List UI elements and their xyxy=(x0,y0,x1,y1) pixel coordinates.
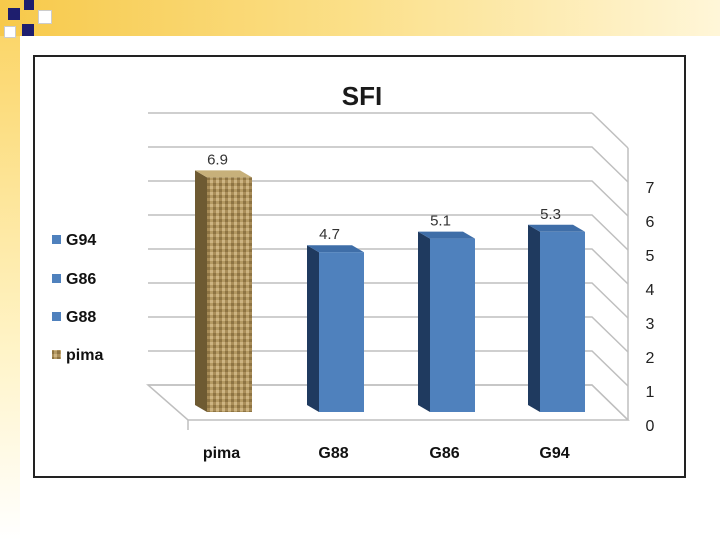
y-tick-label: 4 xyxy=(646,282,655,299)
y-tick-label: 0 xyxy=(646,418,655,435)
bar-top xyxy=(418,231,475,239)
bar-top xyxy=(528,224,585,232)
decoration-square xyxy=(24,0,34,10)
gridline xyxy=(148,248,629,285)
gridline xyxy=(148,282,629,319)
x-tick-label: G88 xyxy=(318,445,348,462)
data-label: 4.7 xyxy=(319,226,340,243)
gridline xyxy=(148,214,629,251)
legend-swatch xyxy=(52,274,61,283)
bar-top xyxy=(307,245,364,253)
decoration-square xyxy=(4,26,16,38)
bar-side xyxy=(528,224,540,412)
legend-label: pima xyxy=(66,347,103,364)
y-tick-label: 2 xyxy=(646,350,655,367)
legend-label: G88 xyxy=(66,309,96,326)
legend-swatch xyxy=(52,312,61,321)
y-tick-label: 3 xyxy=(646,316,655,333)
data-label: 6.9 xyxy=(207,151,228,168)
bar-side xyxy=(195,170,207,412)
decoration-square xyxy=(38,10,52,24)
x-tick-label: G86 xyxy=(429,445,459,462)
y-tick-label: 7 xyxy=(646,180,655,197)
bar-g94 xyxy=(540,231,585,412)
y-tick-label: 1 xyxy=(646,384,655,401)
y-tick-label: 5 xyxy=(646,248,655,265)
left-decoration-strip xyxy=(0,36,20,540)
gridline xyxy=(148,316,629,353)
chart-title: SFI xyxy=(342,81,382,111)
bar-g86 xyxy=(430,238,475,412)
x-tick-label: pima xyxy=(203,445,240,462)
decoration-square xyxy=(22,24,34,36)
bar-top xyxy=(195,170,252,178)
bar-g88 xyxy=(319,252,364,412)
decoration-square xyxy=(8,8,20,20)
bar-side xyxy=(307,245,319,412)
data-label: 5.1 xyxy=(430,213,451,230)
header-decoration-band xyxy=(0,0,720,36)
legend-label: G86 xyxy=(66,271,96,288)
legend-swatch xyxy=(52,235,61,244)
y-tick-label: 6 xyxy=(646,214,655,231)
gridline xyxy=(148,146,629,183)
bar-side xyxy=(418,231,430,412)
gridline xyxy=(148,350,629,387)
data-label: 5.3 xyxy=(540,206,561,223)
legend-label: G94 xyxy=(66,232,96,249)
legend-swatch xyxy=(52,350,61,359)
x-tick-label: G94 xyxy=(539,445,569,462)
gridline xyxy=(148,180,629,217)
gridline xyxy=(591,112,629,149)
bar-pima xyxy=(207,177,252,412)
